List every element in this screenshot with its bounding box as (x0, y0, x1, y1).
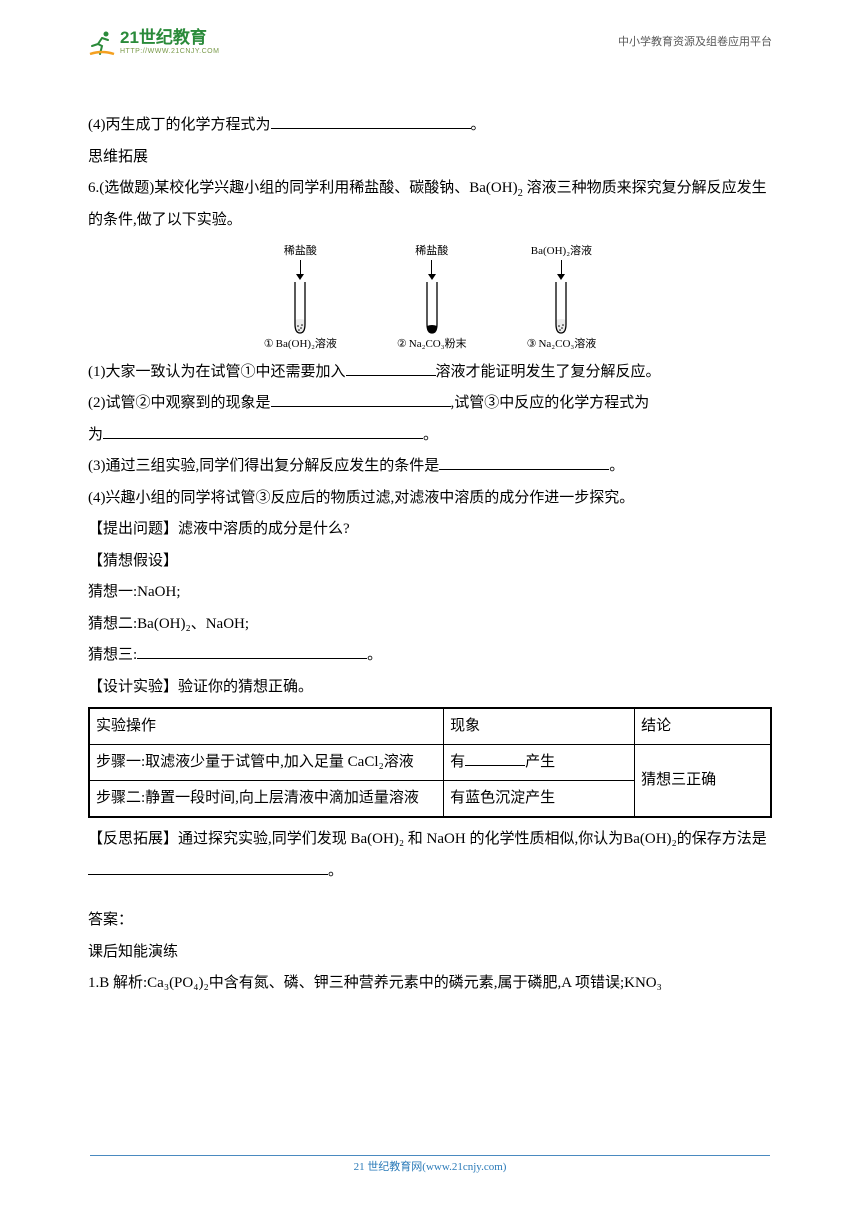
tube-1-content: Ba(OH)₂溶液 (276, 338, 337, 351)
answer-1: 1.B 解析:Ca₃(PO₄)₂中含有氮、磷、钾三种营养元素中的磷元素,属于磷肥… (88, 968, 772, 1000)
q4-text: (4)丙生成丁的化学方程式为 (88, 117, 271, 133)
hypothesis-3: 猜想三: 。 (88, 640, 772, 672)
tube-icon (549, 280, 573, 336)
arrow-down-icon (557, 274, 565, 280)
test-tube-diagram: 稀盐酸 ① Ba(OH)₂溶液 稀盐酸 ② Na₂ (88, 245, 772, 351)
q6-1a: (1)大家一致认为在试管①中还需要加入 (88, 364, 346, 380)
step-2-op: 步骤二:静置一段时间,向上层清液中滴加适量溶液 (89, 781, 444, 818)
subscript-2: 2 (518, 188, 523, 199)
question-6-1: (1)大家一致认为在试管①中还需要加入 溶液才能证明发生了复分解反应。 (88, 357, 772, 389)
step-2-phenom: 有蓝色沉淀产生 (444, 781, 635, 818)
step-1-op: 步骤一:取滤液少量于试管中,加入足量 CaCl₂溶液 (89, 745, 444, 781)
table-row: 步骤一:取滤液少量于试管中,加入足量 CaCl₂溶液 有产生 猜想三正确 (89, 745, 771, 781)
logo-subtitle: HTTP://WWW.21CNJY.COM (120, 48, 219, 56)
question-4: (4)丙生成丁的化学方程式为 。 (88, 110, 772, 142)
hypo3a: 猜想三: (88, 647, 137, 663)
fill-blank[interactable] (271, 392, 451, 407)
reflect-extend: 【反思拓展】通过探究实验,同学们发现 Ba(OH)₂ 和 NaOH 的化学性质相… (88, 824, 772, 887)
tube-2: 稀盐酸 ② Na₂CO₃粉末 (397, 245, 467, 351)
r1c2a: 有 (450, 754, 465, 770)
logo: 21世纪教育 HTTP://WWW.21CNJY.COM (88, 28, 219, 57)
tube-2-number: ② (397, 338, 407, 351)
tube-2-reagent: 稀盐酸 (415, 245, 448, 258)
tube-icon (420, 280, 444, 336)
q6-1b: 溶液才能证明发生了复分解反应。 (436, 364, 661, 380)
fill-blank[interactable] (439, 455, 609, 470)
hypothesis-2: 猜想二:Ba(OH)₂、NaOH; (88, 609, 772, 641)
hypothesis-1: 猜想一:NaOH; (88, 577, 772, 609)
table-row: 实验操作 现象 结论 (89, 708, 771, 745)
footer-divider (90, 1155, 770, 1156)
header-right-text: 中小学教育资源及组卷应用平台 (618, 36, 772, 49)
q6-3a: (3)通过三组实验,同学们得出复分解反应发生的条件是 (88, 458, 439, 474)
question-6-lead: 6.(选做题)某校化学兴趣小组的同学利用稀盐酸、碳酸钠、Ba(OH)2 溶液三种… (88, 173, 772, 237)
arrow-stem (300, 260, 301, 274)
q4-end: 。 (471, 117, 486, 133)
step-1-phenom: 有 产生 (444, 745, 635, 781)
q6-2-prefix: 为 (88, 427, 103, 443)
document-body: (4)丙生成丁的化学方程式为。 思维拓展 6.(选做题)某校化学兴趣小组的同学利… (88, 110, 772, 1000)
conclusion-cell: 猜想三正确 (635, 745, 771, 818)
tube-3-number: ③ (527, 338, 537, 351)
page-footer: 21 世纪教育网(www.21cnjy.com) (0, 1155, 860, 1174)
question-6-4: (4)兴趣小组的同学将试管③反应后的物质过滤,对滤液中溶质的成分作进一步探究。 (88, 483, 772, 515)
fill-blank[interactable] (465, 751, 525, 766)
logo-title: 21世纪教育 (120, 28, 219, 48)
tube-3-content: Na₂CO₃溶液 (538, 338, 596, 351)
answers-heading: 答案： (88, 905, 772, 937)
col-operation: 实验操作 (89, 708, 444, 745)
tube-2-content: Na₂CO₃粉末 (409, 338, 467, 351)
arrow-down-icon (428, 274, 436, 280)
q6-lead-a: 6.(选做题)某校化学兴趣小组的同学利用稀盐酸、碳酸钠、Ba(OH) (88, 180, 518, 196)
fill-blank[interactable] (137, 644, 367, 659)
section-heading-think: 思维拓展 (88, 142, 772, 174)
tube-icon (288, 280, 312, 336)
fill-blank[interactable] (346, 361, 436, 376)
q6-3b: 。 (609, 458, 624, 474)
experiment-table: 实验操作 现象 结论 步骤一:取滤液少量于试管中,加入足量 CaCl₂溶液 有 产… (88, 707, 772, 818)
r1c2b: 产生 (525, 754, 555, 770)
tube-3: Ba(OH)₂溶液 ③ Na₂CO₃溶液 (527, 245, 597, 351)
tube-1-number: ① (264, 338, 274, 351)
arrow-stem (561, 260, 562, 274)
tube-1-reagent: 稀盐酸 (284, 245, 317, 258)
hypothesis-heading: 【猜想假设】 (88, 546, 772, 578)
reflect-a: 【反思拓展】通过探究实验,同学们发现 Ba(OH)₂ 和 NaOH 的化学性质相… (88, 831, 767, 847)
design-experiment: 【设计实验】验证你的猜想正确。 (88, 672, 772, 704)
fill-blank[interactable] (103, 424, 423, 439)
page-header: 21世纪教育 HTTP://WWW.21CNJY.COM 中小学教育资源及组卷应… (88, 28, 772, 57)
arrow-down-icon (296, 274, 304, 280)
logo-runner-icon (88, 28, 116, 56)
answers-subheading: 课后知能演练 (88, 937, 772, 969)
fill-blank[interactable] (271, 114, 471, 129)
fill-blank[interactable] (88, 860, 328, 875)
question-6-3: (3)通过三组实验,同学们得出复分解反应发生的条件是 。 (88, 451, 772, 483)
q6-2a: (2)试管②中观察到的现象是 (88, 395, 271, 411)
q6-2c: 。 (423, 427, 438, 443)
tube-3-reagent: Ba(OH)₂溶液 (531, 245, 592, 258)
hypo3b: 。 (367, 647, 382, 663)
q6-2b: ,试管③中反应的化学方程式为 (451, 395, 650, 411)
arrow-stem (431, 260, 432, 274)
question-6-2-cont: 为。 (88, 420, 772, 452)
reflect-b: 。 (328, 863, 343, 879)
tube-1: 稀盐酸 ① Ba(OH)₂溶液 (264, 245, 337, 351)
raise-question: 【提出问题】滤液中溶质的成分是什么? (88, 514, 772, 546)
question-6-2: (2)试管②中观察到的现象是 ,试管③中反应的化学方程式为 (88, 388, 772, 420)
col-phenomenon: 现象 (444, 708, 635, 745)
spacer (88, 887, 772, 905)
footer-text: 21 世纪教育网(www.21cnjy.com) (354, 1161, 507, 1173)
col-conclusion: 结论 (635, 708, 771, 745)
